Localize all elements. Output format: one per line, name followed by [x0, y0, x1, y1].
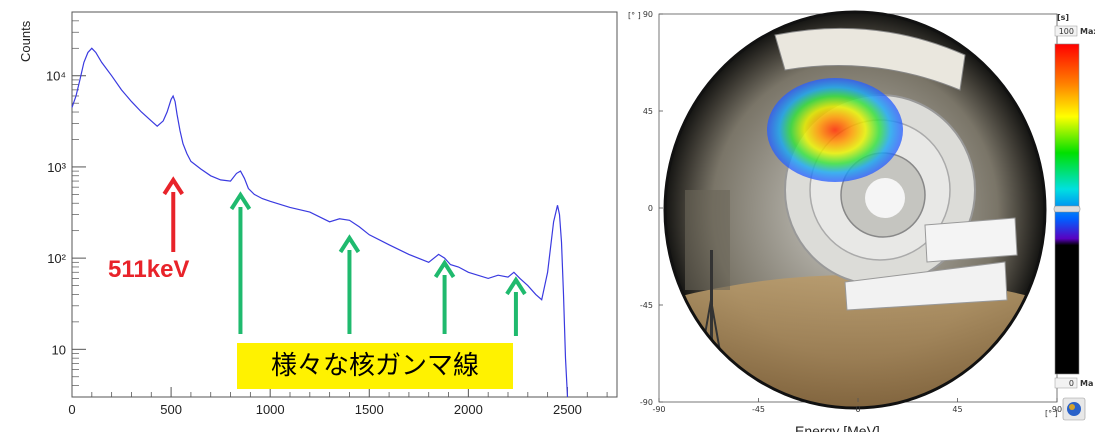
annotation-box [237, 343, 513, 389]
heatmap-x-tick-label: 45 [952, 405, 962, 414]
x-tick-label: 2500 [553, 402, 582, 417]
colorbar-slider[interactable] [1053, 205, 1081, 213]
x-unit-label: [° ] [1045, 409, 1058, 418]
x-tick-label: 2000 [454, 402, 483, 417]
annotation-511kev: 511keV [108, 256, 190, 283]
annotation-arrow [433, 259, 456, 334]
x-tick-label: 0 [68, 402, 75, 417]
heatmap-y-tick-label: 90 [643, 10, 653, 19]
y-tick-label: 10² [47, 251, 66, 266]
colorbar-max-field[interactable] [1054, 25, 1078, 37]
heatmap-x-tick-label: 90 [1052, 405, 1062, 414]
annotation-arrow [505, 276, 527, 336]
y-tick-label: 10 [52, 342, 66, 357]
x-tick-label: 1500 [355, 402, 384, 417]
annotation-arrow [162, 176, 184, 252]
colorbar-unit: [s] [1057, 13, 1069, 22]
heatmap-x-tick-label: 0 [855, 405, 860, 414]
heatmap-panel: -90 -45 0 45 90 90 45 0 -45 -90 [° ] [° ] Energy … [625, 0, 1095, 437]
annotation-arrow [229, 191, 252, 334]
radiation-hotspot [767, 78, 903, 182]
x-tick-label: 500 [160, 402, 182, 417]
spectrum-panel: Counts 10 10² 10³ 10⁴ 0 500 1000 1500 2000 2500 … [18, 11, 618, 417]
spectrum-chart: Counts 10 10² 10³ 10⁴ 0 500 1000 1500 2000 2500 [18, 11, 618, 417]
colorbar-bottom-suffix: Ma [1080, 379, 1093, 388]
x-tick-label: 1000 [256, 402, 285, 417]
spectrum-series-line [71, 47, 569, 398]
annotation-gamma-lines: 様々な核ガンマ線 [270, 351, 479, 381]
heatmap-y-tick-label: -45 [640, 301, 653, 310]
annotation-arrow [338, 234, 361, 334]
y-unit-label: [° ] [628, 11, 641, 20]
colorbar-min-field[interactable] [1054, 377, 1078, 389]
spectrum-frame [71, 11, 618, 398]
heatmap-chart: -90 -45 0 45 90 90 45 0 -45 -90 [° ] [° ] Energy … [625, 0, 1095, 437]
y-axis-label: Counts [18, 20, 33, 62]
colorbar-top-suffix: Max [1080, 27, 1095, 36]
heatmap-y-tick-label: 45 [643, 107, 653, 116]
heatmap-x-tick-label: -90 [652, 405, 665, 414]
x-axis-label: Energy [MeV] [795, 423, 880, 432]
y-tick-label: 10³ [47, 160, 66, 175]
heatmap-y-tick-label: 0 [648, 204, 653, 213]
heatmap-x-tick-label: -45 [752, 405, 765, 414]
colorbar-bottom-value: 0 [1069, 379, 1074, 388]
colorbar-top-value: 100 [1059, 27, 1074, 36]
y-tick-label: 10⁴ [46, 69, 66, 84]
heatmap-y-tick-label: -90 [640, 398, 653, 407]
